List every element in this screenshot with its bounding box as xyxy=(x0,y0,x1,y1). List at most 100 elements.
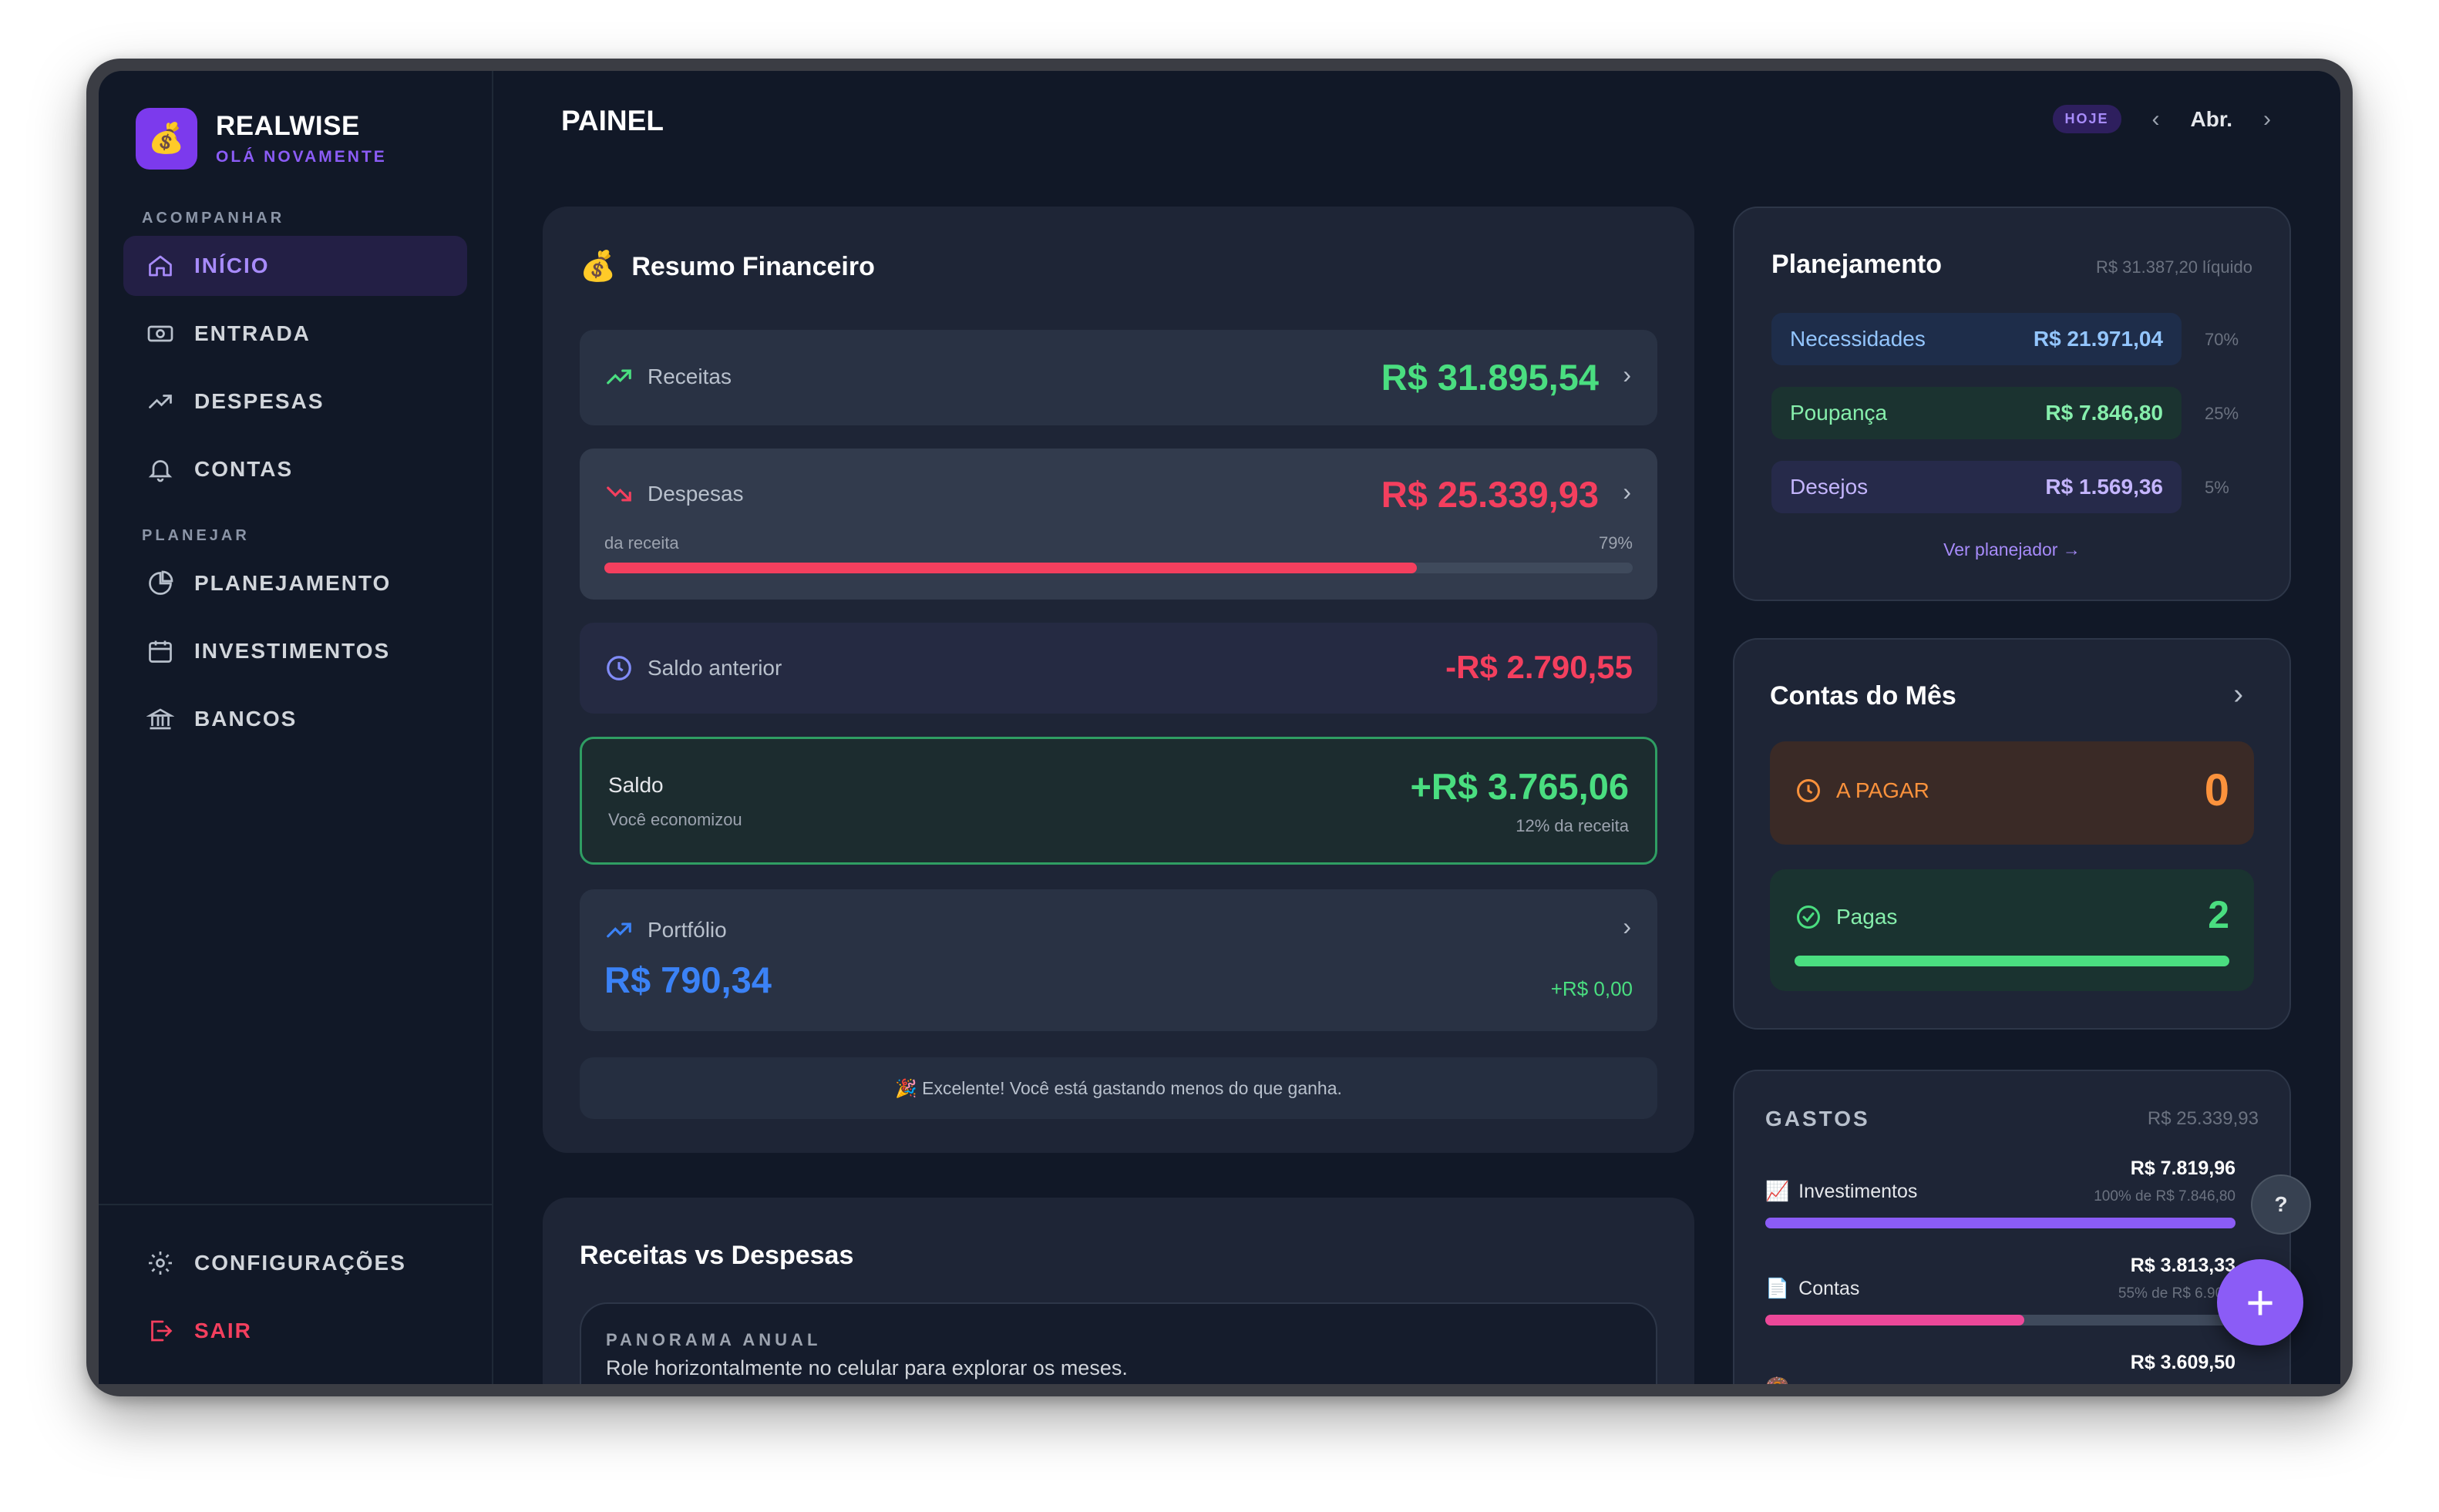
app-screen: 💰 REALWISE OLÁ NOVAMENTE ACOMPANHAR INÍC… xyxy=(99,71,2340,1384)
chevron-right-icon: › xyxy=(1623,478,1631,506)
sidebar-item-label: INÍCIO xyxy=(194,254,270,277)
balance-sublabel: Você economizou xyxy=(608,810,742,829)
brand: 💰 REALWISE OLÁ NOVAMENTE xyxy=(136,108,387,170)
chevron-right-icon[interactable]: › xyxy=(2233,678,2243,711)
sidebar-item-entrada[interactable]: ENTRADA xyxy=(123,304,467,364)
money-bag-icon: 💰 xyxy=(136,108,197,170)
brand-subtitle: OLÁ NOVAMENTE xyxy=(216,148,387,166)
previous-balance-row: Saldo anterior -R$ 2.790,55 xyxy=(580,623,1657,714)
sidebar-item-investimentos[interactable]: INVESTIMENTOS xyxy=(123,621,467,681)
spending-item-third[interactable]: R$ 3.609,50 🍩 xyxy=(1765,1352,2235,1384)
today-button[interactable]: HOJE xyxy=(2052,105,2121,133)
portfolio-row[interactable]: Portfólio › R$ 790,34 +R$ 0,00 xyxy=(580,889,1657,1031)
planning-row-necessidades[interactable]: Necessidades R$ 21.971,04 xyxy=(1771,313,2182,365)
sidebar-item-planejamento[interactable]: PLANEJAMENTO xyxy=(123,553,467,613)
spending-item-fill xyxy=(1765,1315,2024,1326)
expenses-progress-track xyxy=(604,563,1633,573)
spending-item-value: R$ 3.609,50 xyxy=(2130,1352,2235,1373)
trend-up-icon xyxy=(145,386,176,417)
income-value: R$ 31.895,54 xyxy=(1381,357,1599,398)
planning-row-desejos[interactable]: Desejos R$ 1.569,36 xyxy=(1771,461,2182,513)
planning-row-label: Desejos xyxy=(1790,475,1869,499)
planning-row-poupanca[interactable]: Poupança R$ 7.846,80 xyxy=(1771,387,2182,439)
logout-icon xyxy=(145,1315,176,1346)
chevron-right-icon: › xyxy=(1623,361,1631,388)
help-button[interactable]: ? xyxy=(2251,1174,2311,1235)
summary-title-text: Resumo Financeiro xyxy=(631,251,875,281)
cash-icon xyxy=(145,318,176,349)
spending-item-value: R$ 7.819,96 xyxy=(2130,1158,2235,1179)
money-bag-icon: 💰 xyxy=(580,250,617,283)
spending-item-track xyxy=(1765,1315,2235,1326)
sidebar-item-sair[interactable]: SAIR xyxy=(123,1301,467,1361)
planning-row-percent: 25% xyxy=(2205,404,2239,423)
spending-item-label-text: Contas xyxy=(1798,1278,1860,1299)
portfolio-value: R$ 790,34 xyxy=(604,959,772,1000)
expenses-row[interactable]: Despesas R$ 25.339,93 › da receita 79% xyxy=(580,449,1657,600)
portfolio-delta: +R$ 0,00 xyxy=(1550,977,1633,1000)
expenses-label: Despesas xyxy=(604,479,744,509)
spending-item-contas[interactable]: R$ 3.813,33 📄 Contas 55% de R$ 6.905, xyxy=(1765,1255,2235,1339)
previous-balance-value: -R$ 2.790,55 xyxy=(1445,649,1633,685)
bills-to-pay[interactable]: A PAGAR 0 xyxy=(1770,741,2254,845)
chart-up-icon: 📈 xyxy=(1765,1181,1790,1202)
spending-item-investimentos[interactable]: R$ 7.819,96 📈 Investimentos 100% de R$ 7… xyxy=(1765,1158,2235,1242)
clock-icon xyxy=(607,656,631,680)
summary-title: 💰 Resumo Financeiro xyxy=(580,250,875,284)
trend-up-icon xyxy=(607,922,631,938)
bills-paid[interactable]: Pagas 2 xyxy=(1770,869,2254,991)
document-icon: 📄 xyxy=(1765,1278,1790,1299)
sidebar-item-label: BANCOS xyxy=(194,707,298,731)
spending-item-fill xyxy=(1765,1218,2235,1228)
sidebar-item-label: SAIR xyxy=(194,1319,252,1342)
month-navigator: HOJE ‹ Abr. › xyxy=(2052,105,2271,133)
sidebar-item-label: DESPESAS xyxy=(194,389,325,413)
spending-card: GASTOS R$ 25.339,93 R$ 7.819,96 📈 Invest… xyxy=(1733,1070,2291,1384)
trend-up-icon xyxy=(607,369,631,385)
planning-row-percent: 70% xyxy=(2205,330,2239,349)
sidebar-item-inicio[interactable]: INÍCIO xyxy=(123,236,467,296)
sidebar-item-label: INVESTIMENTOS xyxy=(194,639,391,663)
planning-title: Planejamento xyxy=(1771,250,1943,279)
planning-row-percent: 5% xyxy=(2205,478,2229,497)
sidebar-item-configuracoes[interactable]: CONFIGURAÇÕES xyxy=(123,1233,467,1293)
sidebar-item-contas[interactable]: CONTAS xyxy=(123,439,467,499)
income-label-text: Receitas xyxy=(648,365,732,388)
bills-paid-count: 2 xyxy=(2208,893,2229,936)
bills-title: Contas do Mês xyxy=(1770,681,1956,711)
planning-net: R$ 31.387,20 líquido xyxy=(2095,257,2252,277)
expenses-label-text: Despesas xyxy=(648,482,744,506)
planner-link[interactable]: Ver planejador → xyxy=(1943,539,2081,559)
chevron-right-icon[interactable]: › xyxy=(2263,106,2271,132)
annual-overview-kicker: PANORAMA ANUAL xyxy=(606,1330,822,1349)
spending-item-label: 📈 Investimentos xyxy=(1765,1181,1917,1203)
section-label-track: ACOMPANHAR xyxy=(142,210,285,227)
planning-card: Planejamento R$ 31.387,20 líquido Necess… xyxy=(1733,207,2291,601)
bills-paid-progress-track xyxy=(1795,956,2229,966)
annual-overview-hint: Role horizontalmente no celular para exp… xyxy=(606,1356,1128,1379)
planning-row-value: R$ 21.971,04 xyxy=(2033,327,2163,351)
page-title: PAINEL xyxy=(561,105,664,136)
check-circle-icon xyxy=(1797,906,1820,929)
home-icon xyxy=(145,250,176,281)
bills-to-pay-label-text: A PAGAR xyxy=(1836,778,1929,802)
bank-icon xyxy=(145,704,176,734)
section-label-plan: PLANEJAR xyxy=(142,527,250,544)
expenses-value: R$ 25.339,93 xyxy=(1381,474,1599,515)
spending-item-label-text: Investimentos xyxy=(1798,1181,1918,1202)
sidebar-item-bancos[interactable]: BANCOS xyxy=(123,689,467,749)
sidebar-item-despesas[interactable]: DESPESAS xyxy=(123,371,467,432)
sidebar: 💰 REALWISE OLÁ NOVAMENTE ACOMPANHAR INÍC… xyxy=(99,71,493,1384)
portfolio-label-text: Portfólio xyxy=(648,918,727,942)
pie-chart-icon xyxy=(145,568,176,599)
bell-icon xyxy=(145,454,176,485)
expenses-percent: 79% xyxy=(1598,533,1633,553)
balance-value: +R$ 3.765,06 xyxy=(1410,766,1629,807)
spending-item-label: 📄 Contas xyxy=(1765,1278,1859,1300)
chevron-left-icon[interactable]: ‹ xyxy=(2151,106,2160,132)
spending-title: GASTOS xyxy=(1765,1107,1870,1131)
spending-total: R$ 25.339,93 xyxy=(2147,1108,2259,1129)
bills-paid-progress-fill xyxy=(1795,956,2229,966)
income-row[interactable]: Receitas R$ 31.895,54 › xyxy=(580,330,1657,425)
add-fab-button[interactable]: + xyxy=(2217,1259,2303,1346)
